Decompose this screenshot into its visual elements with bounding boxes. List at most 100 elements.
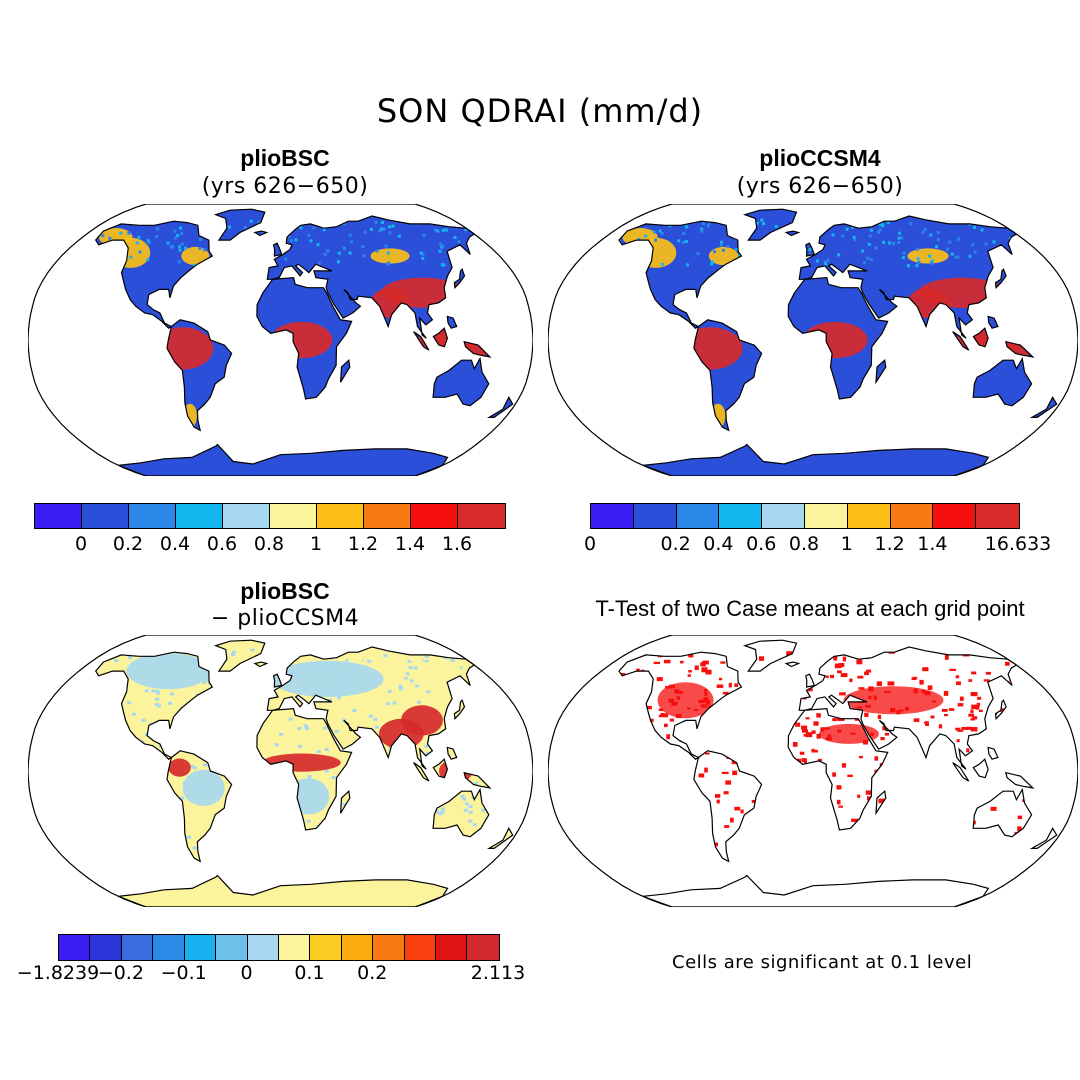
colorbar-swatch [341, 935, 374, 960]
coastline [253, 661, 269, 668]
coastline [266, 646, 476, 770]
land-gr [215, 209, 265, 241]
coastline [432, 758, 449, 779]
colorbar-swatch [804, 504, 848, 528]
colorbar-swatch [719, 504, 763, 528]
coastline [446, 315, 458, 329]
coastline [987, 315, 999, 329]
colorbar-swatch [317, 504, 364, 528]
colorbar-swatch [176, 504, 223, 528]
coastline [784, 661, 801, 668]
colorbar-swatch [121, 935, 154, 960]
map-top-right [548, 204, 1078, 476]
colorbar-tick-label: −1.8239 [16, 962, 100, 984]
colorbar-swatch [458, 504, 505, 528]
coastline [618, 651, 743, 760]
coastline [972, 327, 989, 348]
land-uk [805, 674, 815, 687]
colorbar-swatch [933, 504, 977, 528]
coastline [486, 396, 514, 418]
colorbar-swatch [976, 504, 1019, 528]
coastline [994, 268, 1007, 290]
colorbar-swatch [35, 504, 82, 528]
coastline [787, 276, 889, 400]
panel-title-bottom-left: plioBSC [240, 578, 330, 604]
coastline [805, 242, 816, 257]
coastline [432, 327, 449, 348]
coastline [94, 220, 214, 329]
colorbar-tick-label: −0.2 [97, 962, 144, 984]
land-bo [973, 759, 989, 778]
colorbar-swatch [676, 504, 720, 528]
colorbar-top-left [34, 503, 506, 529]
coastline [972, 787, 1033, 838]
land-uk [273, 243, 282, 256]
land-au [973, 358, 1032, 406]
coastline [1004, 771, 1035, 789]
colorbar-tick-label: 0.1 [294, 962, 325, 984]
coastline [994, 699, 1007, 721]
coastline [486, 827, 514, 849]
coastline [266, 215, 476, 339]
panel-title-top-right: plioCCSM4 [759, 145, 881, 171]
coastline [463, 771, 492, 789]
coastline [784, 230, 801, 237]
land-au [973, 789, 1032, 837]
land-na [619, 221, 742, 329]
coastline [805, 673, 816, 688]
colorbar-swatch [310, 935, 342, 960]
colorbar-swatch [762, 504, 805, 528]
colorbar-swatch [184, 935, 217, 960]
coastline [987, 746, 999, 760]
coastline [618, 220, 743, 329]
coastline [340, 358, 351, 383]
land-su [952, 762, 969, 782]
coastline [256, 276, 353, 400]
colorbar-swatch [847, 504, 891, 528]
coastline [798, 215, 1018, 339]
land-su [413, 762, 429, 782]
colorbar-labels-bottom-left: −1.8239 −0.2 −0.1 0 0.1 0.2 2.113 [17, 962, 525, 986]
colorbar-tick-label: 1 [309, 533, 323, 555]
colorbar-swatch [436, 935, 468, 960]
map-top-left [28, 204, 533, 476]
coastline [94, 651, 214, 760]
colorbar-tick-label: 0 [74, 533, 88, 555]
colorbar-tick-label: 2.113 [470, 962, 526, 984]
colorbar-tick-label: 0.6 [206, 533, 238, 555]
colorbar-swatch [82, 504, 129, 528]
colorbar-tick-label: 1.4 [917, 533, 948, 555]
colorbar-tick-label: −0.1 [160, 962, 207, 984]
land-jp [995, 269, 1007, 288]
land-layer [618, 639, 1058, 907]
coastline [213, 639, 266, 672]
colorbar-swatch [129, 504, 176, 528]
coastline [413, 762, 430, 782]
colorbar-tick-label: 1.4 [394, 533, 426, 555]
colorbar-swatch [216, 935, 248, 960]
land-na [95, 221, 213, 329]
colorbar-labels-top-right: 0 0.2 0.4 0.6 0.8 1 1.2 1.4 16.633 [584, 533, 1051, 557]
panel-title-top-left: plioBSC [240, 145, 330, 171]
map-border [548, 635, 1078, 907]
coastline [272, 242, 283, 257]
colorbar-swatch [591, 504, 634, 528]
coastline [742, 639, 798, 672]
colorbar-swatch [411, 504, 458, 528]
colorbar-tick-label: 1.6 [441, 533, 473, 555]
map-border [548, 204, 1078, 476]
colorbar-tick-label: 0.8 [788, 533, 820, 555]
colorbar-swatch [223, 504, 270, 528]
coastline [432, 787, 490, 838]
coastline [875, 790, 887, 816]
colorbar-swatch [364, 504, 411, 528]
land-ng [1005, 772, 1033, 788]
land-sa [693, 750, 762, 862]
colorbar-labels-top-left: 0 0.2 0.4 0.6 0.8 1 1.2 1.4 1.6 [34, 533, 504, 557]
coastline [875, 359, 887, 385]
colorbar-swatch [890, 504, 934, 528]
colorbar-swatch [467, 935, 499, 960]
colorbar-tick-label: 0.4 [703, 533, 734, 555]
panel-subtitle-top-left: (yrs 626−650) [201, 174, 369, 199]
land-an [642, 875, 989, 907]
